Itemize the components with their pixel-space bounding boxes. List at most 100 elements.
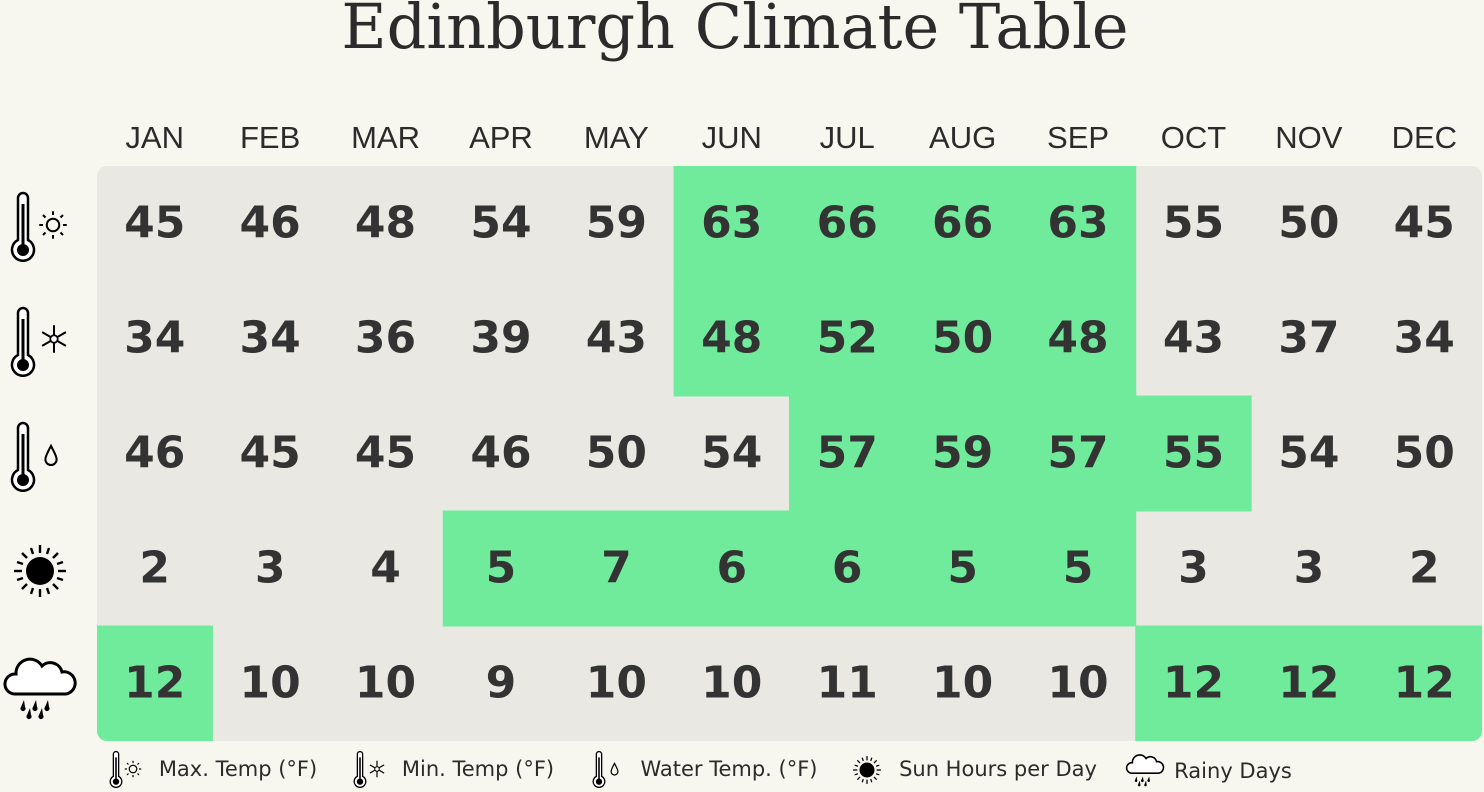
- legend-icon: [353, 750, 367, 788]
- cell-value: 12: [1278, 658, 1339, 709]
- cell-value: 52: [817, 313, 878, 364]
- legend-label: Max. Temp (°F): [159, 757, 317, 781]
- cell-value: 57: [1047, 428, 1108, 479]
- highlight-cell: [673, 510, 790, 627]
- cell-value: 45: [124, 198, 185, 249]
- legend-icon: [592, 750, 606, 788]
- cells: [97, 166, 1482, 741]
- legend-label: Rainy Days: [1174, 759, 1292, 783]
- month-header: MAY: [584, 120, 649, 155]
- title: Edinburgh Climate Table: [341, 0, 1128, 63]
- legend-icon: [369, 760, 385, 778]
- month-header: JAN: [125, 120, 184, 155]
- highlight-cell: [1019, 510, 1137, 627]
- cell-value: 7: [601, 543, 632, 594]
- cell-value: 34: [1394, 313, 1455, 364]
- cell-value: 12: [1163, 658, 1224, 709]
- cell-value: 50: [1394, 428, 1455, 479]
- highlight-cell: [1135, 625, 1252, 741]
- legend: Max. Temp (°F) Min. Temp (°F) Water Temp…: [109, 750, 1292, 788]
- cell-value: 45: [355, 428, 416, 479]
- cell-value: 57: [817, 428, 878, 479]
- highlight-cell: [558, 510, 675, 627]
- cell-value: 3: [255, 543, 286, 594]
- legend-icon: [610, 762, 619, 776]
- cell-value: 12: [124, 658, 185, 709]
- cell-value: 2: [139, 543, 170, 594]
- legend-icon: [124, 760, 142, 778]
- cell-value: 43: [1163, 313, 1224, 364]
- cell-value: 66: [817, 198, 878, 249]
- min-temp-icon: [41, 324, 67, 354]
- cell-value: 66: [932, 198, 993, 249]
- highlight-cell: [789, 395, 906, 512]
- cell-value: 45: [1394, 198, 1455, 249]
- legend-icon: [852, 755, 882, 785]
- water-temp-icon: [44, 444, 58, 467]
- highlight-cell: [1135, 395, 1252, 512]
- highlight-cell: [904, 395, 1021, 512]
- legend-label: Sun Hours per Day: [899, 757, 1097, 781]
- cell-value: 50: [932, 313, 993, 364]
- cell-value: 50: [1278, 198, 1339, 249]
- cell-value: 59: [586, 198, 647, 249]
- cell-value: 10: [586, 658, 647, 709]
- cell-value: 37: [1278, 313, 1339, 364]
- highlight-cell: [904, 166, 1021, 282]
- cell-value: 55: [1163, 428, 1224, 479]
- row-icons: [3, 191, 77, 721]
- cell-value: 34: [124, 313, 185, 364]
- highlight-cell: [904, 510, 1021, 627]
- cell-value: 5: [1063, 543, 1094, 594]
- cell-value: 5: [947, 543, 978, 594]
- cell-value: 55: [1163, 198, 1224, 249]
- cell-value: 10: [932, 658, 993, 709]
- highlight-cell: [97, 625, 213, 741]
- cell-value: 48: [1047, 313, 1108, 364]
- cell-value: 39: [470, 313, 531, 364]
- highlight-cell: [673, 280, 790, 397]
- max-temp-icon: [38, 210, 68, 240]
- cell-value: 54: [1278, 428, 1339, 479]
- cell-value: 10: [355, 658, 416, 709]
- cell-value: 6: [832, 543, 863, 594]
- cell-value: 43: [586, 313, 647, 364]
- month-header: AUG: [929, 120, 996, 155]
- cell-value: 5: [486, 543, 517, 594]
- cell-value: 9: [486, 658, 517, 709]
- highlight-cell: [1019, 166, 1137, 282]
- highlight-cell: [1366, 625, 1482, 741]
- cell-value: 63: [1047, 198, 1108, 249]
- cell-value: 54: [701, 428, 762, 479]
- cell-value: 10: [701, 658, 762, 709]
- month-header: MAR: [351, 120, 420, 155]
- month-header: JUL: [820, 120, 875, 155]
- cell-value: 46: [470, 428, 531, 479]
- max-temp-icon: [10, 191, 36, 262]
- rain-icon: [3, 657, 77, 721]
- month-header: DEC: [1392, 120, 1457, 155]
- month-header: NOV: [1275, 120, 1343, 155]
- cell-value: 59: [932, 428, 993, 479]
- highlight-cell: [673, 166, 790, 282]
- cell-value: 48: [701, 313, 762, 364]
- legend-label: Min. Temp (°F): [402, 757, 554, 781]
- cell-value: 63: [701, 198, 762, 249]
- cell-value: 54: [470, 198, 531, 249]
- month-header: OCT: [1161, 120, 1227, 155]
- min-temp-icon: [10, 306, 36, 377]
- cell-value: 2: [1409, 543, 1440, 594]
- sun-icon: [12, 543, 68, 599]
- month-header: FEB: [240, 120, 300, 155]
- cell-value: 10: [1047, 658, 1108, 709]
- cell-value: 48: [355, 198, 416, 249]
- month-header: JUN: [702, 120, 762, 155]
- cell-value: 46: [124, 428, 185, 479]
- cell-value: 45: [240, 428, 301, 479]
- legend-icon: [1125, 754, 1165, 788]
- cell-value: 46: [240, 198, 301, 249]
- highlight-cell: [789, 166, 906, 282]
- cell-value: 4: [370, 543, 401, 594]
- cell-value: 3: [1178, 543, 1209, 594]
